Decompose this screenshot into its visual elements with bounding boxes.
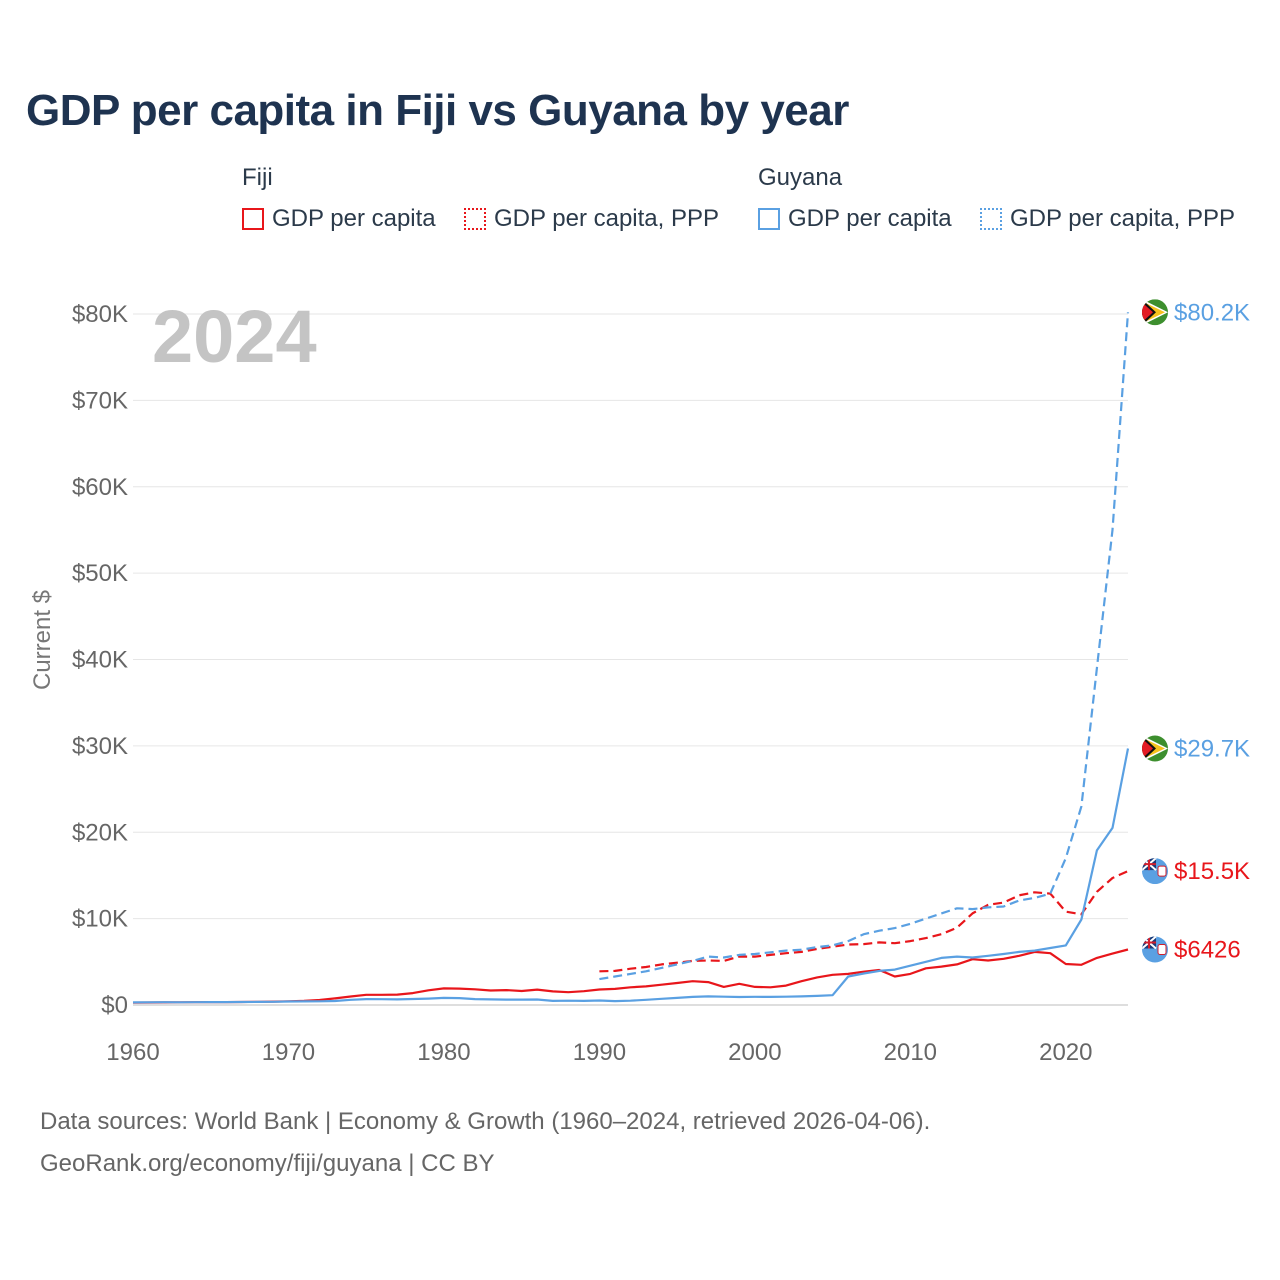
legend-item-fiji-gdp[interactable]: GDP per capita [242,205,436,233]
guyana-flag-icon [1142,299,1168,326]
legend-swatch-dotted-icon [464,208,486,230]
legend-item-fiji-gdp-ppp[interactable]: GDP per capita, PPP [464,205,719,233]
x-tick-label: 1970 [262,1039,315,1066]
x-tick-label: 2000 [728,1039,781,1066]
legend-label: GDP per capita [272,205,436,232]
y-tick-label: $10K [72,906,128,933]
x-tick-label: 1990 [573,1039,626,1066]
y-axis-title: Current $ [29,590,56,690]
y-tick-label: $80K [72,301,128,328]
legend-swatch-dotted-icon [980,208,1002,230]
legend-group-fiji: Fiji [242,164,273,191]
fiji-flag-icon [1142,858,1168,885]
x-tick-label: 2010 [884,1039,937,1066]
end-value-label: $15.5K [1174,858,1250,885]
y-tick-label: $0 [101,992,128,1019]
line-chart: $0 $10K $20K $30K $40K $50K $60K $70K $80K 1960 19… [29,295,1250,1066]
legend-item-guyana-gdp-ppp[interactable]: GDP per capita, PPP [980,205,1235,233]
series-line[interactable] [599,312,1130,981]
y-tick-label: $40K [72,647,128,674]
legend-label: GDP per capita [788,205,952,232]
chart-title: GDP per capita in Fiji vs Guyana by year [26,86,849,135]
fiji-flag-icon [1142,936,1168,963]
x-tick-label: 1980 [417,1039,470,1066]
x-tick-label: 1960 [106,1039,159,1066]
legend-swatch-solid-icon [758,208,780,230]
x-tick-label: 2020 [1039,1039,1092,1066]
y-tick-label: $70K [72,387,128,414]
y-tick-label: $60K [72,474,128,501]
legend-group-guyana: Guyana [758,164,843,191]
footer-sources: Data sources: World Bank | Economy & Gro… [40,1108,931,1135]
end-value-label: $6426 [1174,936,1241,963]
footer-attribution: GeoRank.org/economy/fiji/guyana | CC BY [40,1150,495,1177]
series-line[interactable] [132,748,1130,1004]
series-line[interactable] [599,870,1129,973]
legend-item-guyana-gdp[interactable]: GDP per capita [758,205,952,233]
legend-label: GDP per capita, PPP [494,205,719,232]
end-value-label: $29.7K [1174,735,1250,762]
guyana-flag-icon [1142,735,1168,762]
y-tick-label: $30K [72,733,128,760]
y-tick-label: $50K [72,560,128,587]
year-watermark: 2024 [152,295,317,378]
end-value-label: $80.2K [1174,299,1250,326]
legend-swatch-solid-icon [242,208,264,230]
y-tick-label: $20K [72,819,128,846]
legend-label: GDP per capita, PPP [1010,205,1235,232]
